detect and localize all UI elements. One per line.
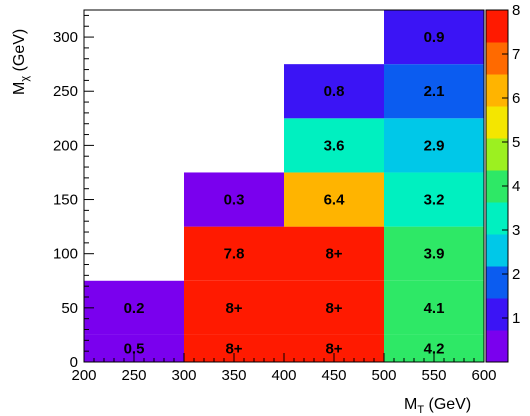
x-tick-label: 350 — [221, 367, 246, 384]
y-axis: 0 50 100 150 200 250 300 — [53, 14, 94, 371]
heatmap-cell — [284, 118, 384, 173]
y-tick-label: 100 — [53, 246, 78, 263]
heatmap-cell — [284, 172, 384, 227]
y-tick-label: 200 — [53, 137, 78, 154]
colorbar-segment — [486, 298, 508, 331]
x-tick-label: 400 — [271, 367, 296, 384]
cell-value-label: 0.2 — [124, 300, 145, 317]
colorbar-tick-label: 2 — [512, 266, 520, 283]
cell-value-label: 3.6 — [324, 137, 345, 154]
heatmap-cell — [284, 226, 384, 281]
cell-value-label: 8+ — [325, 246, 342, 263]
heatmap-cell — [284, 280, 384, 335]
cell-value-label: 8+ — [225, 340, 242, 357]
heatmap-cell — [284, 64, 384, 119]
cell-value-label: 8+ — [325, 300, 342, 317]
cell-value-label: 3.2 — [424, 192, 445, 209]
cell-value-label: 4.1 — [424, 300, 445, 317]
colorbar-segment — [486, 106, 508, 139]
y-tick-label: 50 — [61, 300, 78, 317]
cell-value-label: 2.1 — [424, 83, 445, 100]
y-tick-label: 0 — [70, 354, 78, 371]
x-axis-title: MT (GeV) — [404, 396, 471, 416]
x-tick-label: 450 — [321, 367, 346, 384]
heatmap-cell — [384, 172, 484, 227]
cell-value-label: 2.9 — [424, 137, 445, 154]
colorbar-tick-label: 7 — [512, 46, 520, 63]
colorbar-tick-label: 4 — [512, 178, 520, 195]
cell-value-label: 0.3 — [224, 192, 245, 209]
colorbar-tick-label: 6 — [512, 90, 520, 107]
x-tick-label: 550 — [421, 367, 446, 384]
colorbar: 1 2 3 4 5 6 7 8 — [485, 2, 520, 363]
heatmap-cell — [384, 118, 484, 173]
cell-labels: 0.5 0.2 8+ 8+ 7.8 0.3 8+ 8+ 8+ 6.4 3.6 0.8 4.2 4.1 3.9… — [124, 29, 445, 357]
cell-value-label: 0.9 — [424, 29, 445, 46]
y-axis-title: Mχ (GeV) — [11, 29, 31, 95]
colorbar-segment — [486, 266, 508, 299]
cell-value-label: 3.9 — [424, 246, 445, 263]
colorbar-tick-label: 5 — [512, 134, 520, 151]
colorbar-segment — [486, 42, 508, 75]
colorbar-segment — [486, 170, 508, 203]
heatmap-cell — [184, 280, 284, 335]
y-tick-label: 250 — [53, 83, 78, 100]
heatmap-cell — [384, 226, 484, 281]
heatmap-cell — [84, 280, 184, 335]
x-tick-label: 300 — [171, 367, 196, 384]
heatmap-cell — [384, 64, 484, 119]
colorbar-segment — [486, 74, 508, 107]
cell-value-label: 8+ — [225, 300, 242, 317]
y-tick-label: 150 — [53, 192, 78, 209]
heatmap-cell — [384, 280, 484, 335]
heatmap-cell — [184, 226, 284, 281]
x-tick-label: 200 — [71, 367, 96, 384]
colorbar-segment — [486, 330, 508, 363]
colorbar-segment — [486, 234, 508, 267]
heatmap-cell — [384, 10, 484, 65]
cell-value-label: 7.8 — [224, 246, 245, 263]
cell-value-label: 4.2 — [424, 340, 445, 357]
colorbar-segment — [486, 202, 508, 235]
cell-value-label: 0.8 — [324, 83, 345, 100]
cell-value-label: 8+ — [325, 340, 342, 357]
cell-value-label: 0.5 — [124, 340, 145, 357]
x-tick-label: 500 — [371, 367, 396, 384]
x-tick-label: 600 — [471, 367, 496, 384]
colorbar-segment — [486, 138, 508, 171]
y-tick-label: 300 — [53, 29, 78, 46]
colorbar-segment — [486, 10, 508, 43]
x-axis: 200 250 300 350 400 450 500 550 600 — [71, 353, 497, 384]
heatmap-cell — [184, 172, 284, 227]
x-tick-label: 250 — [121, 367, 146, 384]
colorbar-tick-label: 3 — [512, 222, 520, 239]
colorbar-tick-label: 1 — [512, 310, 520, 327]
cell-value-label: 6.4 — [324, 192, 346, 209]
colorbar-tick-label: 8 — [512, 2, 520, 19]
